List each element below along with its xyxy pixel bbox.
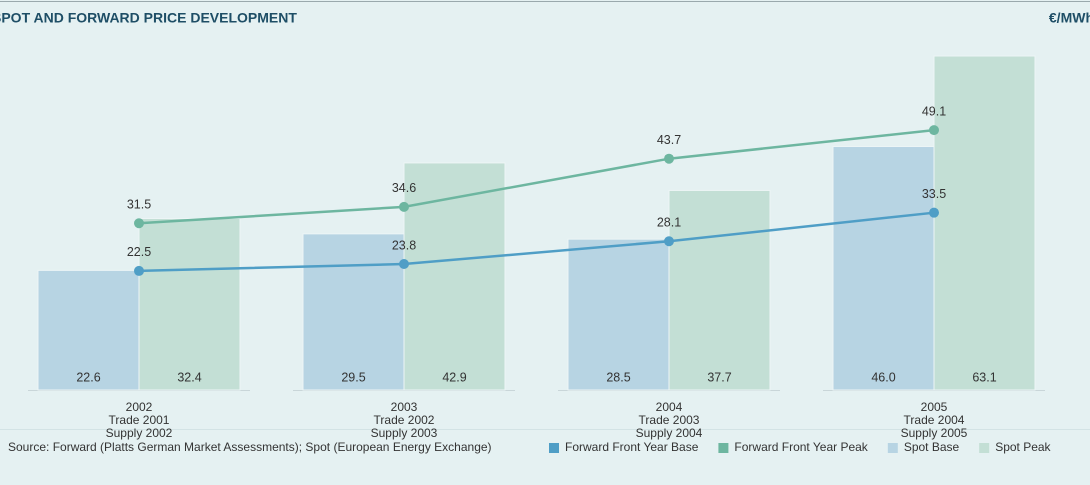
x-tick-label: Trade 2003 xyxy=(639,413,700,427)
x-tick-label: Supply 2003 xyxy=(371,426,438,440)
bar-value-label: 63.1 xyxy=(972,370,996,384)
line-value-label: 31.5 xyxy=(127,198,151,212)
legend-swatch xyxy=(887,443,898,453)
line-point xyxy=(399,259,409,270)
line-point xyxy=(134,218,144,229)
x-tick-label: 2003 xyxy=(391,400,418,414)
line-point xyxy=(664,236,674,247)
line-value-label: 49.1 xyxy=(922,104,946,118)
line-value-label: 28.1 xyxy=(657,216,681,230)
line-value-label: 33.5 xyxy=(922,187,946,201)
legend-label: Forward Front Year Base xyxy=(565,440,699,454)
legend-swatch xyxy=(718,443,729,453)
bar xyxy=(933,55,1036,391)
unit-label: €/MWh xyxy=(1049,10,1090,26)
line-point xyxy=(929,125,939,136)
line-point xyxy=(664,153,674,164)
line-value-label: 34.6 xyxy=(392,181,416,195)
bar xyxy=(832,146,935,391)
x-tick-label: Trade 2001 xyxy=(109,413,170,427)
line xyxy=(138,128,935,225)
line-point xyxy=(399,201,409,212)
legend-label: Spot Peak xyxy=(995,440,1051,454)
bar-value-label: 32.4 xyxy=(177,370,201,384)
legend-label: Forward Front Year Peak xyxy=(734,440,868,454)
x-tick-label: Supply 2005 xyxy=(901,426,968,440)
bar xyxy=(567,238,670,391)
source-note: Source: Forward (Platts German Market As… xyxy=(8,440,492,454)
legend-label: Spot Base xyxy=(904,440,960,454)
bar-value-label: 29.5 xyxy=(341,370,365,384)
line-value-label: 22.5 xyxy=(127,245,151,259)
x-tick-label: Supply 2002 xyxy=(106,426,173,440)
bar xyxy=(138,218,241,391)
line xyxy=(138,211,935,273)
bar xyxy=(668,189,771,391)
line-point xyxy=(134,265,144,276)
legend-swatch xyxy=(549,443,559,453)
x-tick-label: 2005 xyxy=(921,400,948,414)
x-tick-label: Trade 2002 xyxy=(374,413,435,427)
x-tick-label: 2002 xyxy=(126,400,153,414)
line-value-label: 43.7 xyxy=(657,133,681,147)
x-tick-label: Supply 2004 xyxy=(636,426,703,440)
bar xyxy=(302,233,405,391)
bar-value-label: 22.6 xyxy=(76,370,100,384)
bar-value-label: 37.7 xyxy=(707,370,731,384)
x-tick-label: 2004 xyxy=(656,400,683,414)
bar-value-label: 28.5 xyxy=(606,370,630,384)
line-value-label: 23.8 xyxy=(392,238,416,252)
x-tick-label: Trade 2004 xyxy=(904,413,965,427)
chart-title: SPOT AND FORWARD PRICE DEVELOPMENT xyxy=(0,10,297,26)
line-point xyxy=(929,207,939,218)
bar-value-label: 46.0 xyxy=(871,370,895,384)
legend-swatch xyxy=(979,443,990,453)
bar-value-label: 42.9 xyxy=(442,370,466,384)
bar xyxy=(403,162,506,391)
